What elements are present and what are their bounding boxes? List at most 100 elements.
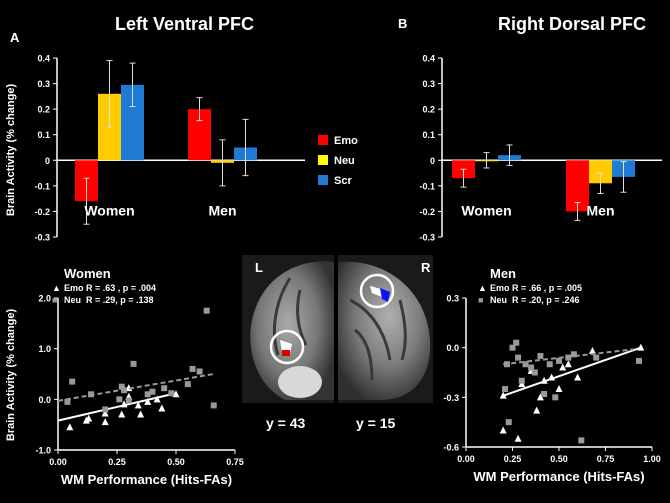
scatter-b-point-emo [533, 406, 541, 414]
panel-a-title: Left Ventral PFC [115, 14, 254, 34]
scatter-b-point-neu [528, 364, 535, 371]
scatter-b-ytick-label: 0.0 [446, 343, 459, 353]
scatter-b-point-neu [552, 394, 559, 401]
scatter-a-point-emo [101, 418, 109, 426]
scatter-b-legend-stat: R = .66 , p = .005 [512, 283, 582, 293]
scatter-a-ytick-label: -1.0 [35, 446, 51, 456]
brain-right-sulci [349, 298, 407, 381]
scatter-b-point-neu [518, 377, 525, 384]
scatter-b-point-emo [514, 434, 522, 442]
scatter-a-xtick-label: 0.25 [108, 457, 126, 467]
scatter-a-point-neu [203, 307, 210, 314]
bar-b-ytick-label: 0 [430, 156, 435, 166]
brain-image-left: L [242, 255, 334, 403]
bar-chart-right-dorsal-pfc: 0.4 0.3 0.2 0.1 0 -0.1 -0.2 -0.3 Women Men [419, 54, 662, 243]
scatter-b-legend-label: Neu [490, 295, 507, 305]
scatter-b-point-neu [505, 419, 512, 426]
scatter-b-point-neu [515, 354, 522, 361]
scatter-a-ylabel: Brain Activity (% change) [5, 309, 17, 442]
scatter-a-point-emo [153, 395, 161, 403]
scatter-b-xtick-label: 1.00 [643, 454, 661, 464]
scatter-b-xtick-label: 0.25 [504, 454, 522, 464]
scatter-a-xtick-label: 0.00 [49, 457, 67, 467]
scatter-a-point-emo [101, 409, 109, 417]
brain-right-caption: y = 15 [356, 415, 396, 431]
scatter-a-point-neu [130, 360, 137, 367]
scatter-b-legend-label: Emo [490, 283, 510, 293]
scatter-a-ytick-label: 1.0 [38, 344, 51, 354]
scatter-a-point-neu [189, 365, 196, 372]
scatter-a-xtick-label: 0.75 [226, 457, 244, 467]
brain-left-sulci [272, 277, 308, 356]
scatter-a-point-neu [144, 391, 151, 398]
scatter-b-point-neu [513, 339, 520, 346]
scatter-a-point-emo [137, 410, 145, 418]
scatter-b-xtick-label: 0.00 [457, 454, 475, 464]
brain-left-caption: y = 43 [266, 415, 306, 431]
bar-a-ytick-label: -0.1 [34, 181, 50, 191]
scatter-b-point-neu [546, 361, 553, 368]
scatter-b-xlabel: WM Performance (Hits-FAs) [473, 469, 644, 484]
bar-a-ytick-label: 0.4 [37, 54, 50, 64]
bar-legend: Emo Neu Scr [318, 135, 358, 187]
bar-a-group-label-women: Women [84, 202, 134, 218]
bar-a-ytick-label: 0 [45, 156, 50, 166]
scatter-a-point-neu [116, 396, 123, 403]
scatter-b-xtick-label: 0.75 [597, 454, 615, 464]
scatter-b-point-neu [635, 357, 642, 364]
scatter-a-point-neu [196, 368, 203, 375]
scatter-b-point-emo [559, 363, 567, 371]
scatter-b-point-neu [541, 391, 548, 398]
scatter-a-point-neu [184, 381, 191, 388]
scatter-b-ytick-label: -0.6 [443, 443, 459, 453]
scatter-b-point-emo [499, 426, 507, 434]
scatter-a-ytick-label: 2.0 [38, 294, 51, 304]
bar-b-ytick-label: -0.3 [419, 233, 435, 243]
scatter-a-point-emo [66, 423, 74, 431]
scatter-b-ytick-label: -0.3 [443, 393, 459, 403]
bar-b-bar-emo-men [566, 160, 589, 212]
panel-a-letter: A [10, 30, 20, 45]
scatter-a-xlabel: WM Performance (Hits-FAs) [61, 472, 232, 487]
scatter-a-point-neu [210, 402, 217, 409]
bar-a-ylabel: Brain Activity (% change) [5, 84, 17, 217]
scatter-b-point-emo [536, 393, 544, 401]
legend-label-emo: Emo [334, 135, 358, 147]
scatter-b-point-neu [537, 352, 544, 359]
scatter-b-xtick-label: 0.50 [550, 454, 568, 464]
scatter-b-ytick-label: 0.3 [446, 294, 459, 304]
scatter-a-fit-line-neu [57, 373, 214, 402]
scatter-a-point-emo [144, 397, 152, 405]
scatter-men: 0.3 0.0 -0.3 -0.60.00 0.25 0.50 0.75 1.00 WM Per… [443, 266, 660, 484]
scatter-women: Brain Activity (% change) 2.01.00.0-1.00… [5, 266, 244, 487]
scatter-a-xtick-label: 0.50 [167, 457, 185, 467]
scatter-a-point-neu [161, 385, 168, 392]
bar-b-ytick-label: 0.1 [422, 130, 435, 140]
bar-a-bar-emo-men [188, 109, 211, 161]
legend-swatch-neu [318, 155, 328, 165]
scatter-a-point-neu [149, 388, 156, 395]
scatter-b-legend-marker: ■ [478, 295, 483, 305]
scatter-b-point-emo [564, 360, 572, 368]
scatter-a-legend-marker: ■ [52, 295, 57, 305]
bar-a-ytick-label: 0.3 [37, 79, 50, 89]
bar-b-group-label-men: Men [587, 202, 615, 218]
scatter-a-point-neu [64, 398, 71, 405]
legend-swatch-emo [318, 135, 328, 145]
scatter-b-point-neu [578, 437, 585, 444]
scatter-a-legend-stat: R = .29, p = .138 [86, 295, 154, 305]
brain-right-letter: R [421, 260, 431, 275]
scatter-b-point-neu [556, 357, 562, 364]
bar-b-ytick-label: 0.3 [422, 79, 435, 89]
legend-swatch-scr [318, 175, 328, 185]
bar-a-ytick-label: 0.2 [37, 105, 50, 115]
scatter-a-point-neu [125, 397, 132, 404]
scatter-a-legend-stat: R = .63 , p = .004 [86, 283, 156, 293]
scatter-b-point-neu [522, 361, 529, 368]
scatter-b-fit-line-neu [503, 348, 634, 366]
panel-b-title: Right Dorsal PFC [498, 14, 646, 34]
scatter-a-point-emo [158, 404, 166, 412]
brain-left-letter: L [255, 260, 263, 275]
